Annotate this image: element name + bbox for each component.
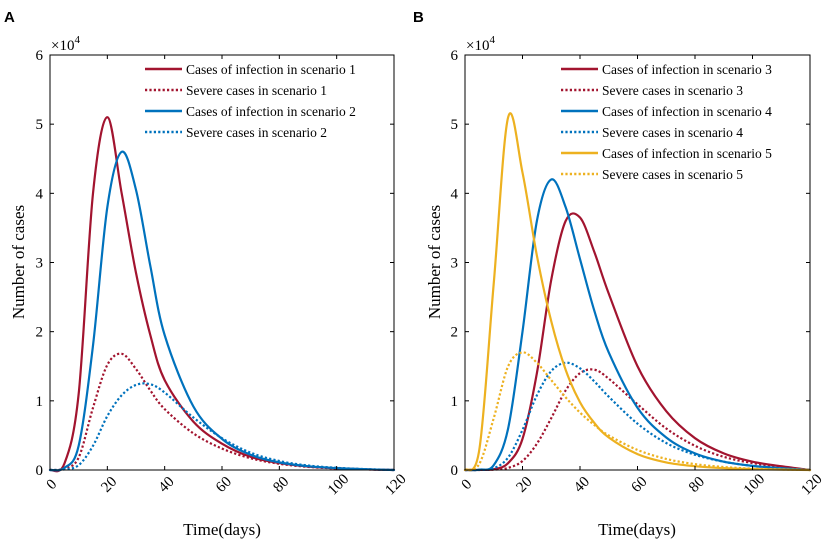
y-tick-label: 0 [36, 463, 44, 479]
y-axis-label: Number of cases [9, 205, 28, 319]
infection-cases-line [463, 212, 812, 472]
y-tick-label: 2 [451, 325, 459, 341]
y-tick-label: 1 [451, 394, 459, 410]
legend-entry-label: Cases of infection in scenario 1 [186, 62, 356, 77]
y-exponent-label: ×104 [466, 34, 495, 54]
y-tick-label: 1 [36, 394, 44, 410]
series-layer [48, 116, 396, 473]
series-layer [463, 112, 812, 472]
severe-cases-line [464, 351, 811, 472]
infection-cases-line [463, 112, 812, 472]
panel-letter: B [413, 9, 424, 26]
legend-entry-label: Severe cases in scenario 4 [602, 125, 743, 140]
legend-entry-label: Cases of infection in scenario 3 [602, 62, 772, 77]
y-exponent-label: ×104 [51, 34, 80, 54]
legend-entry-label: Cases of infection in scenario 2 [186, 104, 356, 119]
y-exponent-power: 4 [74, 34, 80, 46]
legend-entry-label: Cases of infection in scenario 5 [602, 146, 772, 161]
severe-cases-line [49, 382, 395, 472]
x-axis-label: Time(days) [598, 520, 676, 539]
y-tick-label: 2 [36, 325, 44, 341]
y-tick-label: 4 [451, 186, 459, 202]
legend: Cases of infection in scenario 1 Severe c… [145, 62, 356, 140]
y-tick-label: 4 [36, 186, 44, 202]
panel-letter: A [4, 9, 15, 26]
y-tick-label: 3 [451, 256, 459, 272]
legend: Cases of infection in scenario 3 Severe c… [561, 62, 772, 182]
y-tick-label: 5 [451, 117, 459, 133]
y-exponent-power: 4 [489, 34, 495, 46]
y-axis-label: Number of cases [425, 205, 444, 319]
y-tick-label: 3 [36, 256, 44, 272]
y-exponent-base: ×10 [466, 38, 489, 54]
severe-cases-line [464, 361, 811, 472]
infection-cases-line [463, 178, 812, 472]
y-tick-label: 0 [451, 463, 459, 479]
infection-cases-line [48, 150, 396, 472]
y-tick-label: 6 [451, 48, 459, 64]
severe-cases-line [464, 368, 811, 472]
y-tick-label: 5 [36, 117, 44, 133]
legend-entry-label: Severe cases in scenario 1 [186, 83, 327, 98]
legend-entry-label: Cases of infection in scenario 4 [602, 104, 772, 119]
y-tick-label: 6 [36, 48, 44, 64]
severe-cases-line [49, 352, 395, 472]
x-axis-label: Time(days) [183, 520, 261, 539]
legend-entry-label: Severe cases in scenario 2 [186, 125, 327, 140]
legend-entry-label: Severe cases in scenario 3 [602, 83, 743, 98]
legend-entry-label: Severe cases in scenario 5 [602, 167, 743, 182]
y-exponent-base: ×10 [51, 38, 74, 54]
